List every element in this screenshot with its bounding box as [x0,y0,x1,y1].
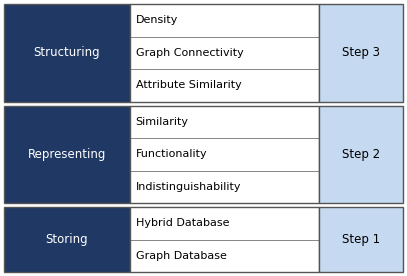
Text: Graph Database: Graph Database [136,251,227,261]
Bar [130,240,319,272]
Text: Attribute Similarity: Attribute Similarity [136,80,241,90]
Text: Step 3: Step 3 [342,46,380,59]
Bar [4,207,130,272]
Bar [130,171,319,203]
Bar [130,207,319,240]
Text: Step 1: Step 1 [342,233,380,246]
Text: Step 2: Step 2 [342,148,380,161]
Bar [319,207,403,272]
Bar [130,105,319,203]
Text: Graph Connectivity: Graph Connectivity [136,48,243,58]
Text: Representing: Representing [28,148,106,161]
Bar [130,36,319,69]
Bar [130,4,319,102]
Text: Density: Density [136,15,178,25]
Bar [4,105,130,203]
Bar [130,69,319,102]
Text: Structuring: Structuring [33,46,100,59]
Bar [319,4,403,102]
Text: Storing: Storing [46,233,88,246]
Text: Hybrid Database: Hybrid Database [136,218,229,228]
Text: Indistinguishability: Indistinguishability [136,182,241,192]
Bar [130,138,319,171]
Text: Similarity: Similarity [136,117,189,127]
Bar [319,105,403,203]
Bar [130,4,319,36]
Bar [130,207,319,272]
Bar [4,4,130,102]
Bar [130,105,319,138]
Text: Functionality: Functionality [136,149,207,159]
